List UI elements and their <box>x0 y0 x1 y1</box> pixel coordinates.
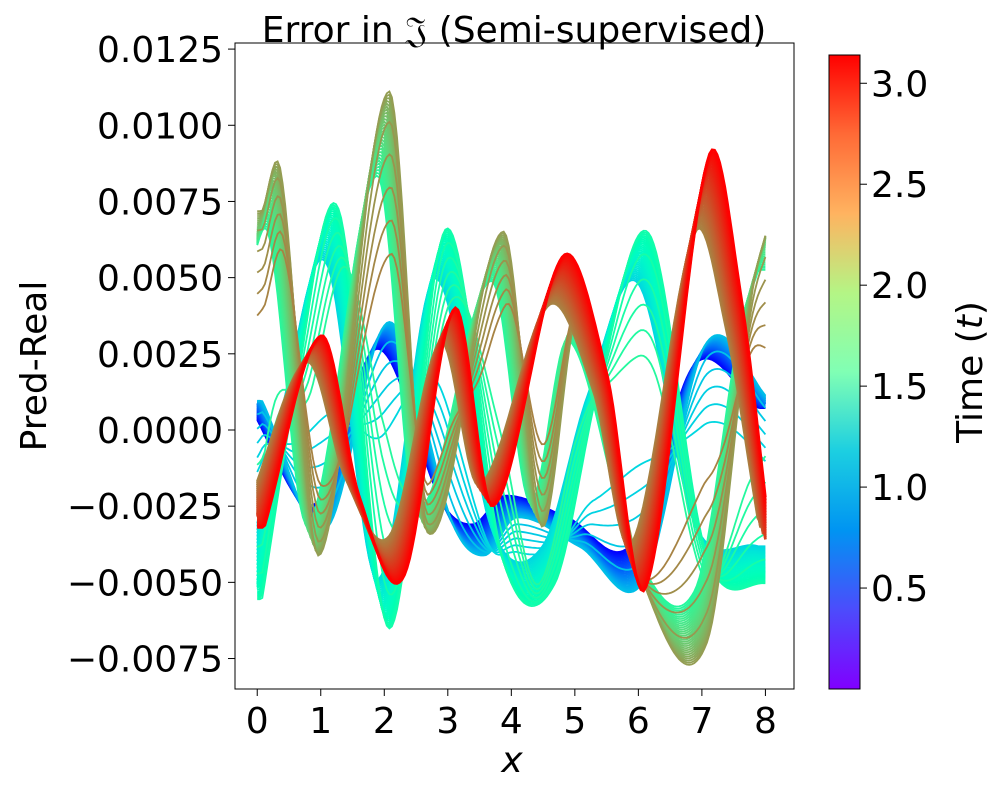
colorbar-label: Time (t) <box>950 301 991 444</box>
y-tick-label: 0.0050 <box>97 259 223 300</box>
colorbar-tick-label: 1.0 <box>871 468 928 509</box>
error-curve <box>257 148 767 593</box>
y-tick-label: −0.0075 <box>67 640 223 681</box>
y-tick-label: 0.0125 <box>97 30 223 71</box>
x-tick-label: 5 <box>563 701 586 742</box>
y-tick-label: 0.0075 <box>97 182 223 223</box>
x-axis-label: x <box>500 740 523 781</box>
x-tick-label: 3 <box>436 701 459 742</box>
x-tick-label: 7 <box>690 701 713 742</box>
x-tick-label: 1 <box>309 701 332 742</box>
colorbar-axis: 0.5 1.0 1.5 2.0 2.5 3.0 <box>860 64 928 610</box>
y-tick-label: 0.0025 <box>97 335 223 376</box>
error-curve <box>256 265 767 586</box>
chart-title: Error in 𝔍 (Semi-supervised) <box>262 10 767 51</box>
colorbar-tick-label: 2.5 <box>871 165 928 206</box>
colorbar-tick-label: 1.5 <box>871 367 928 408</box>
colorbar-tick-label: 2.0 <box>871 266 928 307</box>
plot-frame <box>234 42 795 690</box>
y-tick-label: −0.0050 <box>67 563 223 604</box>
y-axis-label: Pred-Real <box>14 281 55 452</box>
y-tick-label: −0.0025 <box>67 487 223 528</box>
x-tick-label: 0 <box>246 701 269 742</box>
colorbar <box>828 54 861 690</box>
error-curve <box>256 256 767 591</box>
colorbar-tick-label: 3.0 <box>871 64 928 105</box>
y-tick-label: 0.0100 <box>97 106 223 147</box>
error-curves <box>255 90 767 666</box>
x-tick-label: 6 <box>627 701 650 742</box>
y-axis: −0.0075 −0.0050 −0.0025 0.0000 0.0025 0.0050 0… <box>67 30 235 681</box>
colorbar-tick-label: 0.5 <box>871 569 928 610</box>
error-curve <box>256 231 766 599</box>
error-curve <box>257 216 766 603</box>
x-tick-label: 2 <box>373 701 396 742</box>
error-curve <box>256 245 766 595</box>
y-tick-label: 0.0000 <box>97 411 223 452</box>
error-curve <box>257 201 766 630</box>
x-tick-label: 4 <box>500 701 523 742</box>
x-tick-label: 8 <box>754 701 777 742</box>
